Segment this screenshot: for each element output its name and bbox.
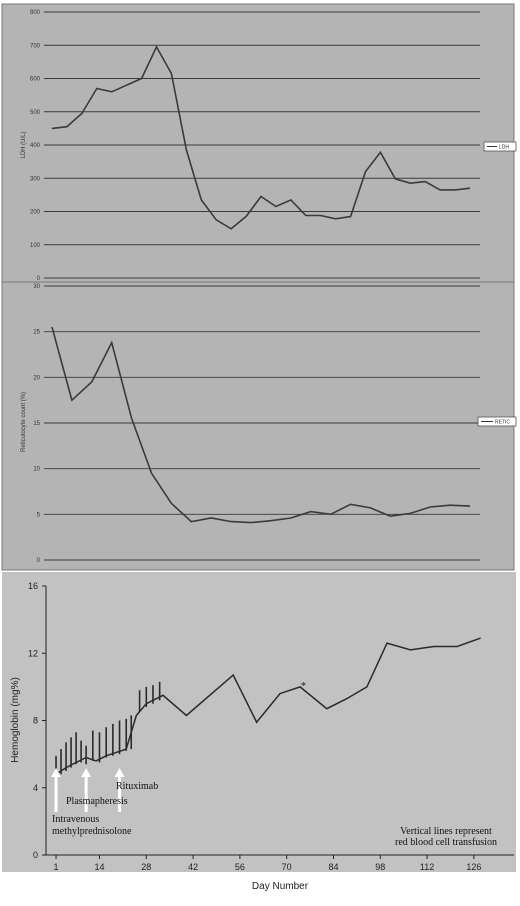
hemoglobin-y-tick-label: 16 <box>28 581 38 591</box>
hemoglobin-y-tick-label: 4 <box>33 783 38 793</box>
ldh-y-tick-label: 200 <box>30 210 41 216</box>
retic-y-axis-label: Reticulocyte count (%) <box>21 392 27 452</box>
ldh-legend: LDH <box>483 141 517 152</box>
arrow-label-rituximab: Rituximab <box>116 781 158 792</box>
retic-y-tick-label: 20 <box>33 375 40 381</box>
retic-panel: 0 5 10 15 20 25 30 Reticulocyte count (%) RETI… <box>1 281 517 571</box>
ldh-y-tick-label: 700 <box>30 43 41 49</box>
arrow-label-methylprednisolone-line2: methylprednisolone <box>52 826 132 837</box>
ldh-y-tick-label: 300 <box>30 176 41 182</box>
hemoglobin-plot-background <box>2 572 516 872</box>
ldh-panel: 0 100 200 300 400 500 600 700 800 LDH (U/L) LDH <box>1 3 517 283</box>
hemoglobin-x-tick-label: 42 <box>188 862 198 872</box>
arrow-label-methylprednisolone-line1: Intravenous <box>52 814 99 825</box>
hemoglobin-x-tick-label: 14 <box>94 862 104 872</box>
hemoglobin-x-tick-label: 126 <box>466 862 481 872</box>
retic-y-tick-label: 10 <box>33 467 40 473</box>
hemoglobin-x-ticks: 1 14 28 42 56 70 84 98 112 126 <box>54 855 481 872</box>
ldh-legend-box <box>483 141 517 152</box>
ldh-plot-background <box>1 3 515 283</box>
ldh-gridlines <box>44 11 480 279</box>
retic-y-tick-label: 15 <box>33 421 40 427</box>
ldh-y-tick-label: 0 <box>37 276 41 282</box>
retic-y-tick-label: 25 <box>33 330 40 336</box>
hemoglobin-x-tick-label: 70 <box>282 862 292 872</box>
retic-y-tick-label: 5 <box>37 512 41 518</box>
retic-y-tick-labels: 0 5 10 15 20 25 30 <box>33 284 40 564</box>
retic-legend-box <box>477 416 517 427</box>
star-marker: * <box>301 681 306 692</box>
retic-legend-label: RETIC <box>495 420 510 426</box>
transfusion-note-line2: red blood cell transfusion <box>395 837 497 848</box>
arrow-label-plasmapheresis: Plasmapheresis <box>66 796 128 807</box>
transfusion-markers <box>55 681 161 778</box>
hemoglobin-x-tick-label: 112 <box>420 862 434 872</box>
ldh-y-tick-label: 400 <box>30 143 41 149</box>
hemoglobin-y-tick-label: 8 <box>33 716 38 726</box>
ldh-legend-label: LDH <box>499 145 509 151</box>
hemoglobin-y-tick-label: 12 <box>28 648 38 658</box>
ldh-y-tick-label: 500 <box>30 110 41 116</box>
treatment-arrows <box>51 768 125 812</box>
ldh-series-line <box>51 45 471 230</box>
hemoglobin-y-tick-label: 0 <box>33 850 38 860</box>
hemoglobin-series-line <box>55 637 481 775</box>
ldh-y-tick-label: 100 <box>30 243 41 249</box>
hemoglobin-panel: 0 4 8 12 16 1 14 28 42 56 70 84 98 112 126 Hemoglobin… <box>2 572 516 892</box>
hemoglobin-x-tick-label: 56 <box>235 862 245 872</box>
treatment-arrow-head <box>51 768 62 777</box>
hemoglobin-x-tick-label: 28 <box>141 862 151 872</box>
treatment-arrow-head <box>81 768 92 777</box>
transfusion-note-line1: Vertical lines represent <box>400 826 492 837</box>
retic-y-tick-label: 30 <box>33 284 40 290</box>
ldh-y-tick-label: 800 <box>30 10 41 16</box>
hemoglobin-x-tick-label: 84 <box>328 862 338 872</box>
hemoglobin-y-axis-label: Hemoglobin (mg%) <box>10 677 21 763</box>
hemoglobin-y-ticks: 0 4 8 12 16 <box>28 581 46 860</box>
hemoglobin-x-tick-label: 98 <box>375 862 385 872</box>
hemoglobin-x-tick-label: 1 <box>54 862 59 872</box>
retic-legend: RETIC <box>477 416 517 427</box>
retic-series-line <box>51 326 471 524</box>
ldh-y-tick-labels: 0 100 200 300 400 500 600 700 800 <box>30 10 41 282</box>
ldh-y-tick-label: 600 <box>30 77 41 83</box>
ldh-y-axis-label: LDH (U/L) <box>21 131 27 158</box>
retic-plot-background <box>1 281 515 571</box>
retic-y-tick-label: 0 <box>37 558 41 564</box>
hemoglobin-x-axis-label: Day Number <box>252 881 309 892</box>
treatment-arrow-head <box>114 768 125 777</box>
